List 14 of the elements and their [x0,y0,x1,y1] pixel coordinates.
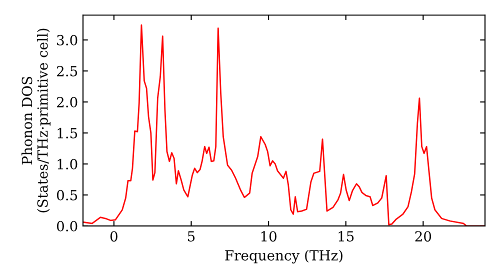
y-tick-label: 0.5 [56,190,78,200]
y-tick-label: 1.0 [58,158,78,170]
y-tick-label: 3.0 [57,34,78,46]
y-tick-label: 2.5 [56,66,78,76]
x-tick-label: 5 [188,231,195,242]
x-tick-label: 15 [338,231,354,242]
y-tick-label: 1.5 [58,128,78,138]
x-axis-title: Frequency (THz) [225,250,342,264]
y-tick-label: 0.0 [56,220,78,232]
x-tick-label: 10 [261,231,276,242]
y-tick-label: 2.0 [56,96,78,108]
x-tick-label: 20 [415,231,432,242]
y-axis-title: Phonon DOS (States/THz·primitive cell) [22,28,50,212]
x-tick-label: 0 [110,231,118,242]
